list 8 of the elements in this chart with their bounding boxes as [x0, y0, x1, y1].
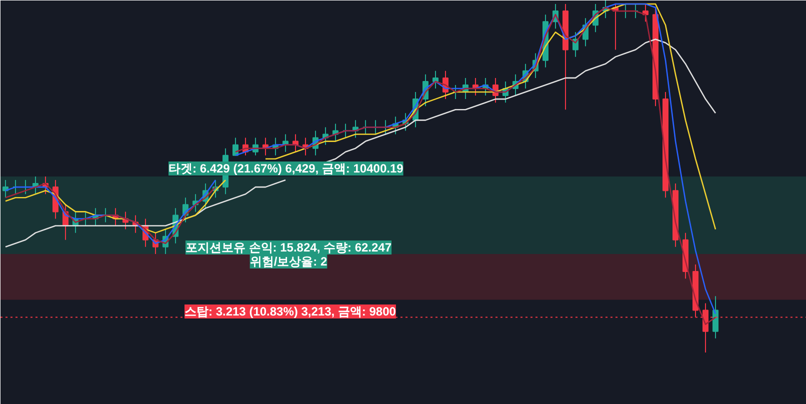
annotation: 타겟: 6.429 (21.67%) 6,429, 금액: 10400.19: [168, 162, 404, 176]
candlestick: [12, 180, 18, 195]
annotation: 스탑: 3.213 (10.83%) 3,213, 금액: 9800: [184, 304, 396, 318]
candlestick: [342, 123, 348, 138]
candlestick: [362, 120, 368, 135]
candlestick: [712, 296, 718, 339]
candlestick: [452, 84, 458, 100]
annotation: 포지션보유 손익: 15.824, 수량: 62.247 위험/보상율: 2: [185, 240, 392, 268]
